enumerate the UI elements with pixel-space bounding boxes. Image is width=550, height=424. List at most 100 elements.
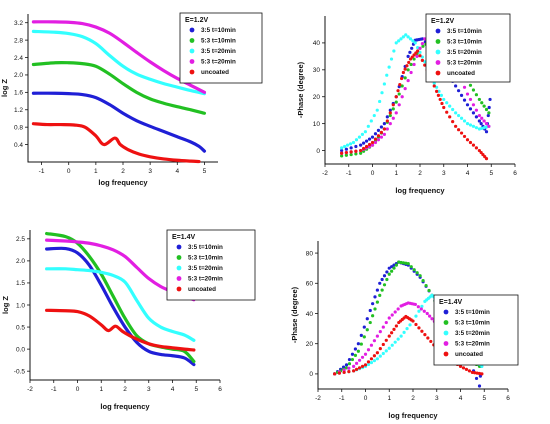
data-point	[394, 41, 398, 45]
y-tick-label: 1.6	[14, 90, 23, 97]
data-point	[381, 325, 385, 329]
y-tick-label: 2.8	[14, 37, 23, 44]
data-point	[376, 138, 381, 142]
x-tick-label: 6	[513, 170, 517, 177]
data-point	[427, 288, 431, 293]
data-point	[381, 351, 385, 356]
x-tick-label: -2	[322, 170, 328, 177]
data-point	[401, 35, 405, 39]
data-point	[471, 103, 476, 107]
data-point	[392, 327, 396, 331]
data-point	[347, 362, 352, 366]
data-point	[442, 97, 446, 102]
series-5	[45, 308, 196, 352]
legend-marker	[176, 244, 182, 250]
data-point	[394, 263, 398, 267]
data-point	[413, 41, 417, 45]
data-point	[420, 37, 424, 41]
data-point	[387, 316, 391, 320]
data-point	[399, 334, 403, 338]
data-point	[379, 130, 384, 134]
data-point	[488, 97, 492, 102]
data-point	[393, 340, 397, 344]
legend-marker	[176, 276, 182, 281]
legend-entry: 5:3 t=20min	[188, 276, 223, 283]
data-point	[359, 342, 363, 346]
x-tick-label: 5	[489, 170, 493, 177]
data-point	[418, 274, 422, 278]
data-point	[356, 342, 360, 346]
data-point	[409, 62, 413, 67]
y-tick-label: 40	[306, 311, 314, 318]
data-point	[406, 78, 410, 83]
data-point	[435, 89, 439, 93]
data-point	[470, 370, 474, 374]
legend-marker	[176, 255, 182, 260]
data-point	[471, 88, 476, 92]
data-point	[425, 311, 429, 316]
legend-marker	[189, 27, 195, 33]
x-tick-label: 0	[371, 170, 375, 177]
data-point	[337, 371, 341, 375]
data-point	[391, 103, 395, 107]
data-point	[373, 140, 378, 145]
data-point	[409, 265, 413, 269]
data-point	[388, 108, 392, 112]
data-point	[408, 323, 412, 327]
data-point	[357, 366, 362, 370]
x-tick-label: 6	[218, 386, 222, 393]
series-line	[31, 20, 207, 94]
data-point	[399, 260, 403, 265]
data-point	[361, 141, 366, 145]
data-point	[365, 328, 369, 332]
data-point	[480, 116, 484, 120]
data-point	[375, 334, 379, 338]
data-point	[456, 128, 461, 132]
data-point	[420, 58, 424, 63]
data-point	[403, 67, 407, 71]
data-point	[467, 369, 472, 373]
x-tick-label: -2	[27, 386, 33, 393]
x-tick-label: 3	[442, 170, 446, 177]
legend-marker	[189, 59, 195, 64]
data-point	[415, 271, 419, 275]
data-point	[456, 89, 461, 93]
data-point	[371, 302, 375, 306]
series-5	[31, 122, 201, 164]
chart-panel-3: -2 -1 0 1 2 3 4 5 6 -0.5 0.0 0.5 1.0 1.5 2.0 2.5 log fre…	[1, 229, 256, 411]
data-point	[380, 288, 384, 292]
series-line	[31, 91, 207, 153]
data-point	[340, 154, 344, 158]
data-point	[375, 300, 379, 304]
y-tick-label: 20	[313, 94, 321, 101]
data-point	[422, 309, 426, 313]
data-point	[354, 144, 358, 149]
data-point	[404, 261, 408, 265]
x-tick-label: -1	[339, 395, 345, 402]
data-point	[376, 134, 381, 138]
data-point	[378, 354, 382, 358]
data-point	[414, 322, 418, 327]
data-point	[458, 364, 463, 368]
data-point	[353, 347, 358, 351]
data-point	[421, 44, 425, 48]
data-point	[482, 119, 486, 123]
data-point	[398, 83, 402, 87]
x-tick-label: 2	[123, 386, 127, 393]
y-tick-label: 0	[316, 148, 320, 155]
data-point	[411, 319, 415, 323]
series-line	[31, 122, 201, 164]
data-point	[333, 372, 337, 376]
series-line	[31, 29, 207, 96]
data-point	[348, 142, 353, 146]
data-point	[401, 70, 405, 75]
data-point	[379, 125, 384, 129]
data-point	[454, 111, 458, 115]
data-point	[464, 367, 469, 371]
data-point	[477, 384, 482, 388]
x-tick-label: 5	[203, 168, 207, 175]
data-point	[394, 100, 398, 104]
legend-entry: 5:3 t=10min	[447, 39, 482, 46]
y-tick-label: 3.2	[14, 20, 23, 27]
